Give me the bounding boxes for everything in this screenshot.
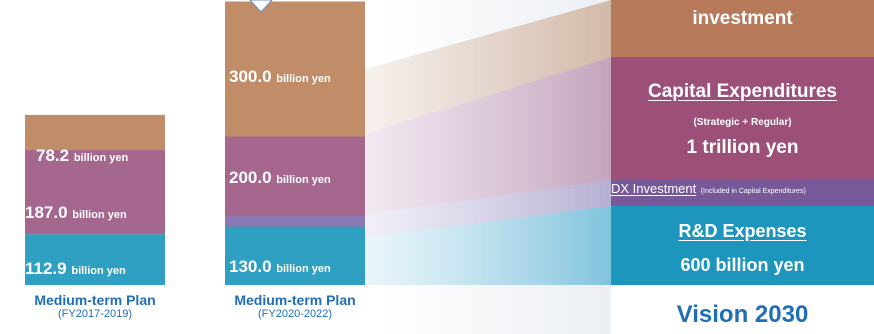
bar-2-dx-stripe bbox=[225, 216, 365, 226]
bar-2-investment-segment bbox=[225, 1, 365, 137]
pointer-triangle bbox=[249, 0, 273, 13]
vision-block-capex bbox=[611, 57, 874, 180]
rnd-value: 600 billion yen bbox=[680, 255, 805, 275]
category-name: Medium-term Plan bbox=[34, 292, 156, 308]
bar1-mid-label: 187.0 billion yen bbox=[25, 203, 127, 222]
bar-2-capex-segment bbox=[225, 136, 365, 227]
flow-band-dx bbox=[362, 180, 611, 238]
bar-1-investment-segment bbox=[25, 114, 165, 151]
dx-investment-label: DX Investment (Included in Capital Expen… bbox=[611, 181, 806, 196]
vision-block-rnd bbox=[611, 206, 874, 285]
category-period: (FY2020-2022) bbox=[258, 308, 332, 320]
vision-title: Vision 2030 bbox=[676, 301, 809, 328]
vision-investment-label: investment bbox=[692, 8, 793, 29]
vision-block-investment bbox=[611, 0, 874, 57]
capex-subtitle: (Strategic + Regular) bbox=[693, 117, 792, 128]
vision-block-dx bbox=[611, 180, 874, 206]
category-period: (FY2017-2019) bbox=[58, 308, 132, 320]
bar2-mid-label: 200.0 billion yen bbox=[229, 168, 331, 187]
flow-band-top bbox=[362, 0, 611, 135]
bar1-top-label: 78.2 billion yen bbox=[36, 146, 129, 165]
flow-band-mid bbox=[362, 57, 611, 215]
rnd-title: R&D Expenses bbox=[678, 221, 807, 241]
capex-value: 1 trillion yen bbox=[686, 137, 799, 158]
category-label-1: Medium-term Plan (FY2017-2019) bbox=[25, 292, 165, 321]
bar-1-rnd-segment bbox=[25, 234, 165, 285]
category-label-2: Medium-term Plan (FY2020-2022) bbox=[225, 292, 365, 321]
capex-title: Capital Expenditures bbox=[648, 81, 837, 102]
bar2-bottom-label: 130.0 billion yen bbox=[229, 257, 331, 276]
bar1-bottom-label: 112.9 billion yen bbox=[25, 259, 126, 278]
category-name: Medium-term Plan bbox=[234, 292, 356, 308]
bar-group bbox=[25, 1, 365, 285]
bar-2-rnd-segment bbox=[225, 226, 365, 285]
bar2-top-label: 300.0 billion yen bbox=[229, 67, 331, 86]
flow-band-bottom bbox=[362, 206, 611, 285]
bar-1-capex-segment bbox=[25, 150, 165, 235]
